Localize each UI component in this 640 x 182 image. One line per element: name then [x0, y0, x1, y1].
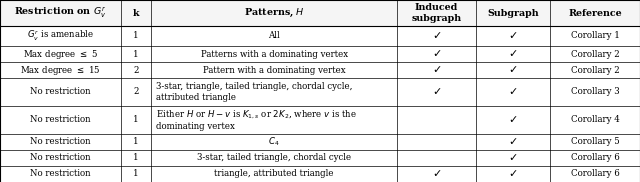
Text: No restriction: No restriction: [30, 88, 91, 96]
Text: ✓: ✓: [432, 169, 441, 179]
Text: Corollary 5: Corollary 5: [571, 137, 620, 147]
Text: 1: 1: [133, 153, 139, 163]
Text: 3-star, triangle, tailed triangle, chordal cycle,
attributed triangle: 3-star, triangle, tailed triangle, chord…: [156, 82, 353, 102]
Text: Induced
subgraph: Induced subgraph: [412, 3, 461, 23]
Text: Corollary 4: Corollary 4: [571, 116, 620, 124]
Text: No restriction: No restriction: [30, 153, 91, 163]
Text: ✓: ✓: [508, 49, 518, 59]
Text: 1: 1: [133, 50, 139, 58]
Bar: [0, 0, 640, 26]
Text: ✓: ✓: [432, 65, 441, 75]
Text: No restriction: No restriction: [30, 116, 91, 124]
Text: Patterns, $H$: Patterns, $H$: [244, 7, 305, 19]
Text: ✓: ✓: [508, 31, 518, 41]
Text: Reference: Reference: [568, 9, 622, 17]
Text: ✓: ✓: [432, 87, 441, 97]
Text: Max degree $\leq$ 5: Max degree $\leq$ 5: [23, 48, 98, 60]
Text: Either $H$ or $H-v$ is $K_{1,s}$ or $2K_2$, where $v$ is the
dominating vertex: Either $H$ or $H-v$ is $K_{1,s}$ or $2K_…: [156, 109, 357, 131]
Text: Corollary 2: Corollary 2: [571, 66, 620, 74]
Text: Pattern with a dominating vertex: Pattern with a dominating vertex: [203, 66, 346, 74]
Text: No restriction: No restriction: [30, 137, 91, 147]
Text: Corollary 6: Corollary 6: [571, 153, 620, 163]
Text: 1: 1: [133, 169, 139, 179]
Text: No restriction: No restriction: [30, 169, 91, 179]
Text: Corollary 3: Corollary 3: [571, 88, 620, 96]
Text: ✓: ✓: [508, 65, 518, 75]
Text: Corollary 2: Corollary 2: [571, 50, 620, 58]
Text: Patterns with a dominating vertex: Patterns with a dominating vertex: [201, 50, 348, 58]
Text: ✓: ✓: [508, 137, 518, 147]
Text: 1: 1: [133, 137, 139, 147]
Text: $G_v^r$ is amenable: $G_v^r$ is amenable: [27, 29, 94, 43]
Text: ✓: ✓: [432, 49, 441, 59]
Text: Restriction on $G_v^r$: Restriction on $G_v^r$: [14, 6, 107, 20]
Text: Subgraph: Subgraph: [487, 9, 539, 17]
Text: ✓: ✓: [508, 87, 518, 97]
Text: All: All: [268, 31, 280, 41]
Text: k: k: [133, 9, 140, 17]
Text: ✓: ✓: [508, 153, 518, 163]
Text: $C_4$: $C_4$: [269, 136, 280, 148]
Text: 2: 2: [133, 88, 139, 96]
Text: 3-star, tailed triangle, chordal cycle: 3-star, tailed triangle, chordal cycle: [197, 153, 351, 163]
Text: 2: 2: [133, 66, 139, 74]
Text: 1: 1: [133, 116, 139, 124]
Text: triangle, attributed triangle: triangle, attributed triangle: [214, 169, 334, 179]
Text: ✓: ✓: [432, 31, 441, 41]
Text: Corollary 1: Corollary 1: [571, 31, 620, 41]
Text: ✓: ✓: [508, 169, 518, 179]
Text: 1: 1: [133, 31, 139, 41]
Text: Max degree $\leq$ 15: Max degree $\leq$ 15: [20, 64, 101, 76]
Text: Corollary 6: Corollary 6: [571, 169, 620, 179]
Text: ✓: ✓: [508, 115, 518, 125]
